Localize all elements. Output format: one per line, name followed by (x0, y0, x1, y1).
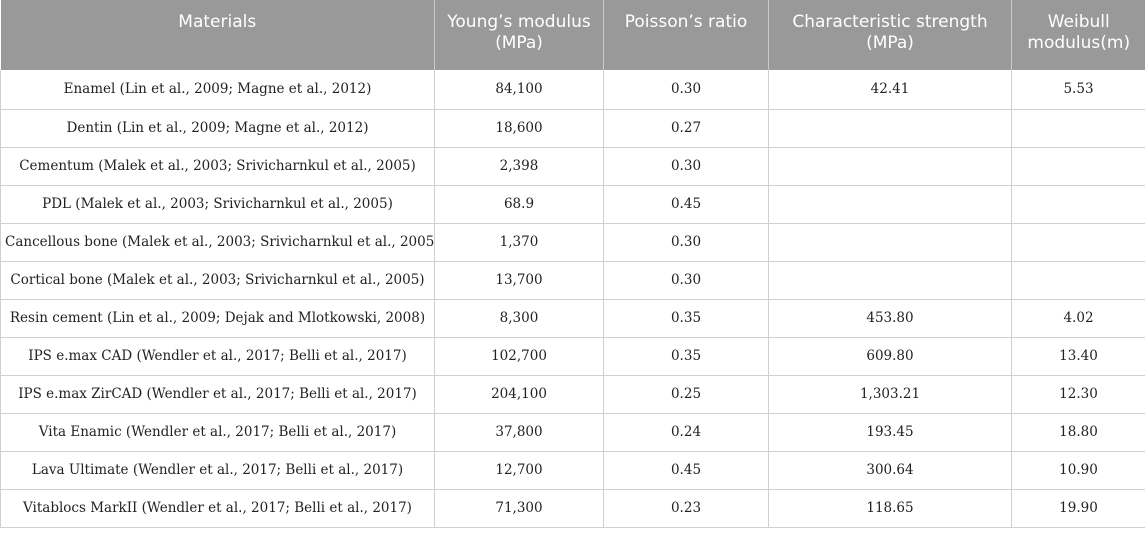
table-row: Vita Enamic (Wendler et al., 2017; Belli… (0, 413, 1145, 452)
cell-poissons-ratio: 0.25 (603, 375, 769, 414)
cell-material: Lava Ultimate (Wendler et al., 2017; Bel… (0, 451, 435, 490)
cell-characteristic-strength: 609.80 (768, 337, 1012, 376)
cell-weibull-modulus: 13.40 (1011, 337, 1145, 376)
cell-poissons-ratio: 0.45 (603, 185, 769, 224)
cell-poissons-ratio: 0.30 (603, 147, 769, 186)
table-row: Dentin (Lin et al., 2009; Magne et al., … (0, 109, 1145, 148)
header-weibull-modulus: Weibull modulus(m) (1011, 0, 1145, 70)
table-row: Cortical bone (Malek et al., 2003; Srivi… (0, 261, 1145, 300)
header-characteristic-strength: Characteristic strength (MPa) (768, 0, 1012, 70)
cell-youngs-modulus: 204,100 (434, 375, 604, 414)
cell-characteristic-strength (768, 109, 1012, 148)
cell-poissons-ratio: 0.35 (603, 299, 769, 338)
cell-weibull-modulus (1011, 223, 1145, 262)
table-header: Materials Young’s modulus (MPa) Poisson’… (0, 0, 1145, 70)
cell-material: Dentin (Lin et al., 2009; Magne et al., … (0, 109, 435, 148)
table-row: Resin cement (Lin et al., 2009; Dejak an… (0, 299, 1145, 338)
cell-youngs-modulus: 37,800 (434, 413, 604, 452)
cell-characteristic-strength: 118.65 (768, 489, 1012, 528)
table-row: PDL (Malek et al., 2003; Srivicharnkul e… (0, 185, 1145, 224)
cell-material: IPS e.max CAD (Wendler et al., 2017; Bel… (0, 337, 435, 376)
cell-characteristic-strength (768, 223, 1012, 262)
cell-characteristic-strength: 300.64 (768, 451, 1012, 490)
cell-weibull-modulus: 5.53 (1011, 70, 1145, 110)
cell-material: Cementum (Malek et al., 2003; Srivicharn… (0, 147, 435, 186)
cell-poissons-ratio: 0.30 (603, 261, 769, 300)
header-materials: Materials (0, 0, 435, 70)
cell-material: Cancellous bone (Malek et al., 2003; Sri… (0, 223, 435, 262)
cell-poissons-ratio: 0.30 (603, 223, 769, 262)
cell-weibull-modulus (1011, 147, 1145, 186)
cell-characteristic-strength: 453.80 (768, 299, 1012, 338)
cell-material: IPS e.max ZirCAD (Wendler et al., 2017; … (0, 375, 435, 414)
cell-characteristic-strength: 42.41 (768, 70, 1012, 110)
header-row: Materials Young’s modulus (MPa) Poisson’… (0, 0, 1145, 70)
cell-youngs-modulus: 1,370 (434, 223, 604, 262)
cell-youngs-modulus: 8,300 (434, 299, 604, 338)
cell-material: Enamel (Lin et al., 2009; Magne et al., … (0, 70, 435, 110)
cell-characteristic-strength (768, 147, 1012, 186)
cell-poissons-ratio: 0.27 (603, 109, 769, 148)
cell-youngs-modulus: 13,700 (434, 261, 604, 300)
cell-poissons-ratio: 0.24 (603, 413, 769, 452)
cell-material: PDL (Malek et al., 2003; Srivicharnkul e… (0, 185, 435, 224)
cell-youngs-modulus: 84,100 (434, 70, 604, 110)
table-row: Lava Ultimate (Wendler et al., 2017; Bel… (0, 451, 1145, 490)
cell-weibull-modulus: 4.02 (1011, 299, 1145, 338)
cell-poissons-ratio: 0.35 (603, 337, 769, 376)
cell-weibull-modulus (1011, 185, 1145, 224)
cell-youngs-modulus: 71,300 (434, 489, 604, 528)
cell-weibull-modulus (1011, 109, 1145, 148)
cell-youngs-modulus: 102,700 (434, 337, 604, 376)
table-row: Cementum (Malek et al., 2003; Srivicharn… (0, 147, 1145, 186)
cell-material: Vitablocs MarkII (Wendler et al., 2017; … (0, 489, 435, 528)
cell-weibull-modulus (1011, 261, 1145, 300)
table-row: IPS e.max CAD (Wendler et al., 2017; Bel… (0, 337, 1145, 376)
cell-poissons-ratio: 0.30 (603, 70, 769, 110)
cell-youngs-modulus: 68.9 (434, 185, 604, 224)
cell-characteristic-strength: 193.45 (768, 413, 1012, 452)
table-row: IPS e.max ZirCAD (Wendler et al., 2017; … (0, 375, 1145, 414)
cell-youngs-modulus: 12,700 (434, 451, 604, 490)
table-row: Vitablocs MarkII (Wendler et al., 2017; … (0, 489, 1145, 528)
cell-characteristic-strength: 1,303.21 (768, 375, 1012, 414)
cell-weibull-modulus: 12.30 (1011, 375, 1145, 414)
cell-poissons-ratio: 0.23 (603, 489, 769, 528)
cell-characteristic-strength (768, 185, 1012, 224)
cell-youngs-modulus: 18,600 (434, 109, 604, 148)
cell-weibull-modulus: 19.90 (1011, 489, 1145, 528)
cell-characteristic-strength (768, 261, 1012, 300)
cell-youngs-modulus: 2,398 (434, 147, 604, 186)
cell-material: Resin cement (Lin et al., 2009; Dejak an… (0, 299, 435, 338)
cell-material: Cortical bone (Malek et al., 2003; Srivi… (0, 261, 435, 300)
table-row: Enamel (Lin et al., 2009; Magne et al., … (0, 70, 1145, 110)
table-row: Cancellous bone (Malek et al., 2003; Sri… (0, 223, 1145, 262)
cell-weibull-modulus: 10.90 (1011, 451, 1145, 490)
header-youngs-modulus: Young’s modulus (MPa) (434, 0, 604, 70)
header-poissons-ratio: Poisson’s ratio (603, 0, 769, 70)
cell-material: Vita Enamic (Wendler et al., 2017; Belli… (0, 413, 435, 452)
cell-poissons-ratio: 0.45 (603, 451, 769, 490)
table-body: Enamel (Lin et al., 2009; Magne et al., … (0, 70, 1145, 528)
cell-weibull-modulus: 18.80 (1011, 413, 1145, 452)
